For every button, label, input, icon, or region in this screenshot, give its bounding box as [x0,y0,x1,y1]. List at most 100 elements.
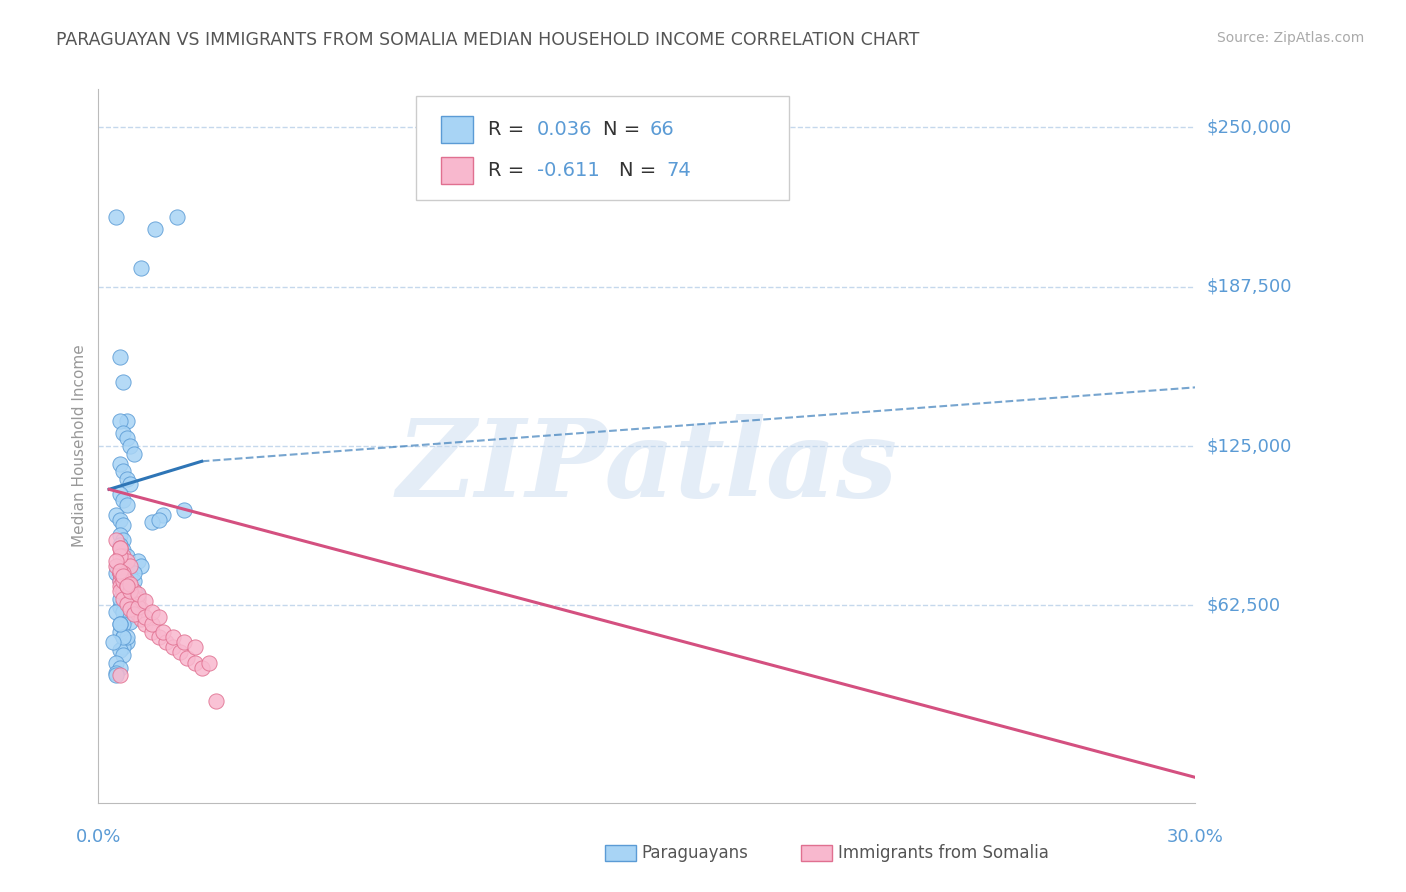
Point [105,566,128,581]
Point [112,549,135,563]
Point [112,518,135,533]
Point [115,630,138,644]
Text: R =: R = [488,120,530,138]
Point [120,439,142,453]
Point [105,558,128,573]
Point [152,625,174,640]
Point [122,591,145,606]
Text: $125,000: $125,000 [1206,437,1292,455]
Point [105,210,128,224]
Point [112,648,135,662]
Point [120,591,142,606]
Point [115,579,138,593]
Point [141,605,163,619]
Point [115,431,138,445]
Point [127,587,149,601]
Point [108,661,131,675]
Text: $187,500: $187,500 [1206,277,1292,296]
Bar [440,157,474,184]
Point [108,541,131,555]
Point [105,508,128,522]
Point [134,609,156,624]
Point [115,635,138,649]
Point [205,694,228,708]
Point [108,541,131,555]
Point [148,609,170,624]
Text: 30.0%: 30.0% [1167,828,1223,846]
Text: 0.036: 0.036 [537,120,592,138]
Point [120,579,142,593]
Y-axis label: Median Household Income: Median Household Income [72,344,87,548]
Point [120,584,142,599]
Point [127,597,149,611]
Point [129,602,152,616]
Point [183,656,205,670]
Point [115,584,138,599]
Point [155,635,177,649]
Point [152,508,174,522]
Point [112,640,135,655]
Point [141,617,163,632]
Point [127,599,149,614]
Text: -0.611: -0.611 [537,161,600,179]
Point [108,566,131,581]
Point [105,656,128,670]
Point [115,554,138,568]
Point [112,543,135,558]
Point [120,579,142,593]
Point [112,492,135,507]
Point [120,602,142,616]
Point [120,584,142,599]
Point [122,607,145,622]
Point [122,584,145,599]
Point [108,599,131,614]
Text: Immigrants from Somalia: Immigrants from Somalia [838,844,1049,862]
Point [108,538,131,552]
Text: Paraguayans: Paraguayans [641,844,748,862]
Point [122,591,145,606]
Point [108,617,131,632]
Point [108,413,131,427]
Point [112,426,135,441]
Point [115,597,138,611]
Point [108,513,131,527]
Point [148,630,170,644]
Point [108,574,131,588]
Point [105,665,128,680]
Point [108,564,131,578]
Point [129,558,152,573]
Point [148,513,170,527]
Point [115,579,138,593]
Point [173,502,195,516]
Text: Source: ZipAtlas.com: Source: ZipAtlas.com [1216,31,1364,45]
Point [108,617,131,632]
Point [127,591,149,606]
Point [115,574,138,588]
Point [120,558,142,573]
Point [105,533,128,548]
Point [115,413,138,427]
Point [134,594,156,608]
Point [108,528,131,542]
Point [105,605,128,619]
Point [108,350,131,364]
Point [141,625,163,640]
Point [108,549,131,563]
Point [190,661,212,675]
FancyBboxPatch shape [416,96,789,200]
Point [108,574,131,588]
Point [112,465,135,479]
Point [115,579,138,593]
Point [115,549,138,563]
Bar [440,116,474,143]
Point [115,498,138,512]
Point [122,447,145,461]
Point [108,668,131,682]
Point [115,564,138,578]
Point [115,472,138,486]
Point [169,645,191,659]
Point [115,609,138,624]
Point [176,650,198,665]
Point [127,590,149,604]
Point [120,477,142,491]
